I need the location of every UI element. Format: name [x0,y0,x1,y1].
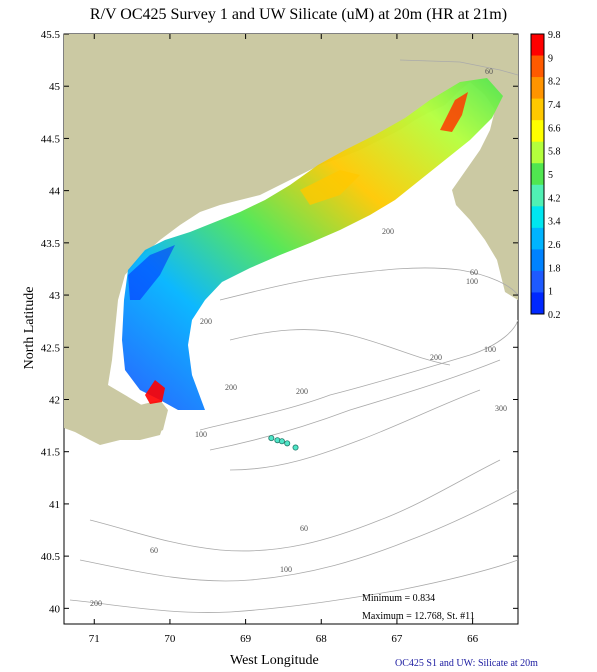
station-marker [292,444,299,451]
contour-label: 60 [470,268,478,277]
y-tick-label: 44.5 [41,133,61,145]
colorbar-label: 5.8 [548,147,561,158]
colorbar-swatch [531,270,544,293]
x-tick-label: 68 [316,633,328,645]
y-tick-label: 41 [49,499,60,511]
colorbar-label: 7.4 [548,100,561,111]
x-tick-label: 67 [391,633,403,645]
minimum-value: Minimum = 0.834 [362,593,436,604]
y-tick-label: 40.5 [41,551,61,563]
y-tick-label: 42 [49,394,60,406]
contour-label: 100 [466,277,478,286]
station-marker [284,440,291,447]
nova-scotia [470,160,518,290]
credit-label: OC425 S1 and UW: Silicate at 20m [395,658,538,669]
contour-label: 100 [484,345,496,354]
contour-label: 200 [90,599,102,608]
contour-label: 200 [200,317,212,326]
low-silicate-patch-west [128,245,175,300]
y-tick-label: 43 [49,290,61,302]
colorbar-label: 1 [548,287,553,298]
colorbar-label: 6.6 [548,123,561,134]
station-marker [268,435,275,442]
colorbar-swatch [531,163,544,186]
colorbar-label: 2.6 [548,240,561,251]
contour-label: 100 [195,430,207,439]
x-axis-label: West Longitude [230,653,319,668]
colorbar-swatch [531,55,544,78]
y-tick-label: 40 [49,603,61,615]
y-tick-label: 41.5 [41,447,61,459]
contour-label: 200 [225,383,237,392]
x-tick-label: 71 [89,633,100,645]
colorbar-label: 3.4 [548,217,561,228]
y-tick-label: 44 [49,186,61,198]
contour-labels: 60 100 200 200 200 200 100 100 60 300 60… [90,67,507,608]
high-silicate-patch-central [300,170,360,205]
colorbar-label: 9 [548,53,553,64]
y-tick-label: 45 [49,81,61,93]
contour-label: 60 [150,546,158,555]
maximum-value: Maximum = 12.768, St. #11 [362,611,475,622]
contour-label: 200 [430,353,442,362]
colorbar-frame [530,33,545,315]
colorbar-swatch [531,249,544,272]
y-axis-ticks: 45.5 45 44.5 44 43.5 43 42.5 42 41.5 41 40.5 40 [41,29,518,615]
colorbar-label: 9.8 [548,30,561,41]
x-tick-label: 69 [240,633,252,645]
land-mass [64,34,518,445]
contour-label: 300 [495,404,507,413]
contour-label: 200 [382,227,394,236]
high-silicate-patch-south [145,380,165,404]
contour-label: 100 [280,565,292,574]
map-title: R/V OC425 Survey 1 and UW Silicate (uM) … [89,6,508,23]
colorbar-swatch [531,141,544,164]
y-tick-label: 43.5 [41,238,61,250]
colorbar-label: 1.8 [548,263,561,274]
y-axis-label: North Latitude [22,286,37,370]
colorbar-label: 8.2 [548,77,561,88]
colorbar-swatch [531,34,544,57]
colorbar-swatch [531,184,544,207]
colorbar-label: 0.2 [548,310,561,321]
x-tick-label: 70 [164,633,176,645]
y-tick-label: 45.5 [41,29,61,41]
colorbar-swatch [531,77,544,100]
x-axis-ticks: 71 70 69 68 67 66 [89,34,479,645]
colorbar-swatch [531,120,544,143]
y-tick-label: 42.5 [41,342,61,354]
colorbar-swatch [531,227,544,250]
contour-label: 200 [296,387,308,396]
colorbar-label: 5 [548,170,553,181]
colorbar-swatch [531,292,544,315]
high-silicate-patch-east [440,92,468,132]
colorbar: 9.8 9 8.2 7.4 6.6 5.8 5 4.2 3.4 2.6 1.8 1 0.2 [530,30,561,321]
contour-label: 60 [485,67,493,76]
stats-box: Minimum = 0.834 Maximum = 12.768, St. #1… [362,590,475,626]
cape-cod [138,400,168,436]
station-marker [278,438,285,445]
colorbar-label: 4.2 [548,193,561,204]
silicate-field [122,78,503,410]
bathymetry-contours [69,59,518,613]
colorbar-swatch [531,98,544,121]
contour-label: 60 [300,524,308,533]
station-markers [268,435,299,451]
x-tick-label: 66 [467,633,479,645]
colorbar-swatch [531,206,544,229]
